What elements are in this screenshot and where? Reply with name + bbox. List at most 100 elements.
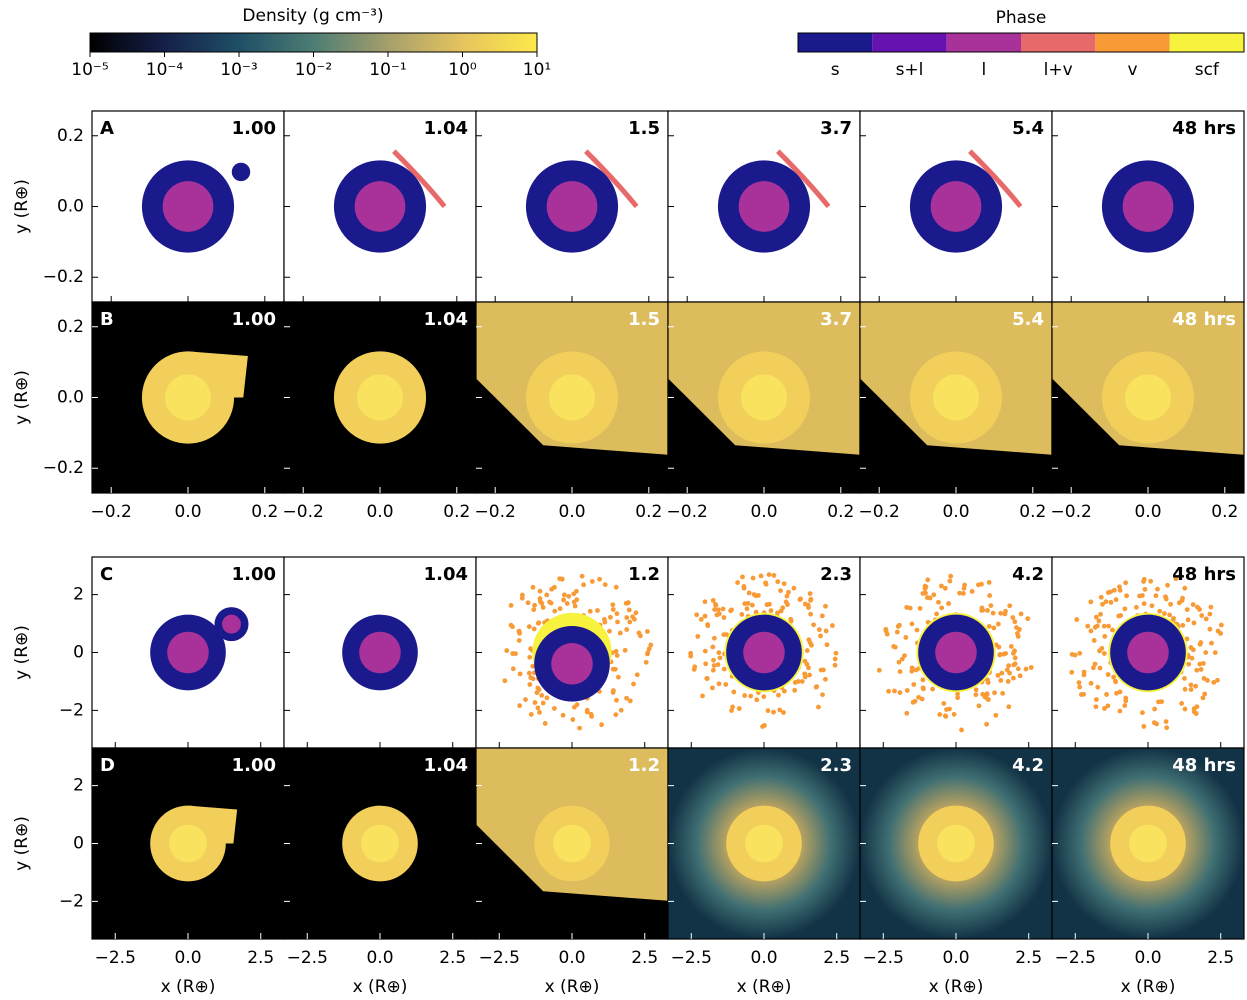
particle	[1182, 675, 1187, 681]
particle	[922, 586, 928, 592]
particle	[957, 590, 962, 596]
particle	[698, 617, 704, 622]
particle	[622, 647, 628, 653]
particle	[610, 607, 616, 612]
particle	[1085, 623, 1091, 629]
core	[932, 374, 980, 421]
particle	[712, 635, 717, 641]
core	[169, 824, 207, 863]
particle	[712, 607, 717, 612]
time-label: 48 hrs	[1172, 564, 1236, 585]
particle	[758, 573, 764, 579]
x-tick-label: 0.2	[827, 502, 854, 522]
particle	[925, 577, 931, 583]
particle	[1007, 603, 1013, 609]
particle	[781, 710, 786, 715]
phase-label: scf	[1195, 60, 1220, 80]
time-label: 1.04	[424, 564, 468, 585]
particle	[1182, 585, 1188, 591]
particle	[551, 584, 557, 590]
particle	[648, 642, 654, 648]
phase-label: s	[831, 60, 840, 80]
particle	[955, 691, 960, 697]
core	[738, 181, 790, 232]
particle	[1165, 582, 1170, 588]
particle	[536, 620, 542, 626]
particle	[643, 659, 649, 665]
particle	[508, 603, 514, 608]
particle	[510, 666, 516, 672]
particle	[916, 694, 921, 700]
particle	[1108, 589, 1113, 595]
particle	[710, 598, 716, 603]
particle	[1190, 602, 1196, 607]
particle	[744, 606, 750, 612]
particle	[937, 712, 943, 717]
particle	[920, 677, 926, 683]
particle	[717, 655, 723, 661]
particle	[531, 607, 537, 613]
particle	[1163, 719, 1169, 725]
particle	[624, 695, 629, 701]
particle	[746, 590, 752, 596]
impactor-bridge	[188, 805, 238, 844]
x-tick-label: 0.0	[174, 948, 201, 968]
particle	[1185, 617, 1191, 623]
particle	[1008, 644, 1014, 649]
particle	[627, 619, 633, 625]
x-tick-label: 0.2	[1019, 502, 1046, 522]
particle	[807, 672, 812, 678]
particle	[911, 682, 917, 687]
particle	[775, 610, 780, 616]
impactor	[231, 162, 251, 182]
particle	[1116, 613, 1122, 619]
particle	[610, 666, 616, 672]
particle	[1088, 680, 1094, 686]
particle	[540, 605, 546, 610]
particle	[611, 688, 616, 693]
x-axis-label: x (R⊕)	[737, 977, 792, 997]
particle	[1124, 593, 1130, 599]
particle	[551, 705, 557, 711]
particle	[700, 693, 705, 699]
particle	[920, 686, 926, 692]
particle	[824, 642, 830, 648]
particle	[804, 648, 810, 653]
particle	[1110, 627, 1115, 633]
particle	[1117, 708, 1123, 714]
particle	[597, 576, 602, 582]
particle	[1005, 679, 1011, 684]
particle	[1092, 624, 1098, 630]
panel-content	[476, 557, 668, 748]
particle	[1212, 650, 1218, 656]
particle	[910, 699, 916, 705]
particle	[688, 653, 694, 659]
particle	[1081, 669, 1087, 675]
particle	[610, 602, 616, 608]
panel-content	[860, 302, 1052, 493]
particle	[802, 601, 808, 607]
particle	[1199, 613, 1205, 618]
x-tick-label: 0.0	[942, 502, 969, 522]
particle	[993, 712, 999, 718]
particle	[710, 667, 716, 673]
particle	[985, 696, 991, 702]
particle	[820, 692, 825, 698]
particle	[742, 693, 748, 698]
vapor-tail	[968, 149, 1023, 209]
particle	[924, 595, 930, 600]
particle	[721, 666, 727, 672]
particle	[818, 633, 823, 639]
particle	[523, 697, 528, 702]
core	[164, 374, 212, 421]
x-tick-label: −2.5	[95, 948, 136, 968]
particle	[955, 695, 960, 701]
particle	[1197, 607, 1202, 612]
particle	[1094, 697, 1099, 702]
particle	[1003, 651, 1009, 656]
core	[1124, 374, 1172, 421]
y-tick-label: 0.2	[57, 317, 84, 337]
particle	[1155, 586, 1160, 592]
particle	[988, 603, 994, 608]
particle	[534, 690, 540, 696]
